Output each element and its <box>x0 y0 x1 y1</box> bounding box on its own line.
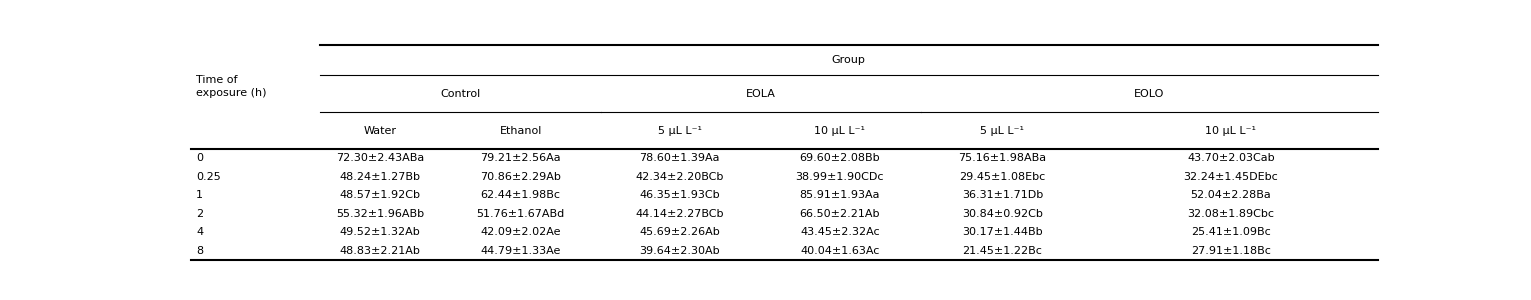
Text: 42.09±2.02Ae: 42.09±2.02Ae <box>481 227 560 237</box>
Text: 62.44±1.98Bc: 62.44±1.98Bc <box>481 190 560 200</box>
Text: 45.69±2.26Ab: 45.69±2.26Ab <box>640 227 720 237</box>
Text: Time of
exposure (h): Time of exposure (h) <box>196 75 266 98</box>
Text: 69.60±2.08Bb: 69.60±2.08Bb <box>799 153 880 164</box>
Text: 49.52±1.32Ab: 49.52±1.32Ab <box>340 227 421 237</box>
Text: 2: 2 <box>196 209 204 219</box>
Text: 46.35±1.93Cb: 46.35±1.93Cb <box>640 190 720 200</box>
Text: 0: 0 <box>196 153 204 164</box>
Text: 52.04±2.28Ba: 52.04±2.28Ba <box>1191 190 1271 200</box>
Text: 85.91±1.93Aa: 85.91±1.93Aa <box>799 190 880 200</box>
Text: 43.45±2.32Ac: 43.45±2.32Ac <box>801 227 880 237</box>
Text: 29.45±1.08Ebc: 29.45±1.08Ebc <box>960 172 1046 182</box>
Text: 51.76±1.67ABd: 51.76±1.67ABd <box>476 209 565 219</box>
Text: 30.17±1.44Bb: 30.17±1.44Bb <box>961 227 1043 237</box>
Text: 5 μL L⁻¹: 5 μL L⁻¹ <box>658 126 701 136</box>
Text: 32.08±1.89Cbc: 32.08±1.89Cbc <box>1187 209 1274 219</box>
Text: 55.32±1.96ABb: 55.32±1.96ABb <box>335 209 424 219</box>
Text: 43.70±2.03Cab: 43.70±2.03Cab <box>1187 153 1275 164</box>
Text: Control: Control <box>439 89 481 99</box>
Text: 8: 8 <box>196 246 204 256</box>
Text: 48.83±2.21Ab: 48.83±2.21Ab <box>340 246 421 256</box>
Text: 1: 1 <box>196 190 204 200</box>
Text: EOLA: EOLA <box>746 89 776 99</box>
Text: 44.14±2.27BCb: 44.14±2.27BCb <box>635 209 724 219</box>
Text: 0.25: 0.25 <box>196 172 220 182</box>
Text: 42.34±2.20BCb: 42.34±2.20BCb <box>635 172 724 182</box>
Text: 10 μL L⁻¹: 10 μL L⁻¹ <box>1205 126 1257 136</box>
Text: 72.30±2.43ABa: 72.30±2.43ABa <box>335 153 424 164</box>
Text: 10 μL L⁻¹: 10 μL L⁻¹ <box>814 126 865 136</box>
Text: 78.60±1.39Aa: 78.60±1.39Aa <box>640 153 720 164</box>
Text: 44.79±1.33Ae: 44.79±1.33Ae <box>481 246 560 256</box>
Text: 30.84±0.92Cb: 30.84±0.92Cb <box>961 209 1043 219</box>
Text: 48.57±1.92Cb: 48.57±1.92Cb <box>340 190 421 200</box>
Text: 48.24±1.27Bb: 48.24±1.27Bb <box>340 172 421 182</box>
Text: 25.41±1.09Bc: 25.41±1.09Bc <box>1191 227 1271 237</box>
Text: Water: Water <box>363 126 397 136</box>
Text: 39.64±2.30Ab: 39.64±2.30Ab <box>640 246 720 256</box>
Text: 36.31±1.71Db: 36.31±1.71Db <box>961 190 1043 200</box>
Text: Ethanol: Ethanol <box>499 126 542 136</box>
Text: 79.21±2.56Aa: 79.21±2.56Aa <box>481 153 560 164</box>
Text: 38.99±1.90CDc: 38.99±1.90CDc <box>796 172 883 182</box>
Text: 27.91±1.18Bc: 27.91±1.18Bc <box>1191 246 1271 256</box>
Text: 21.45±1.22Bc: 21.45±1.22Bc <box>963 246 1043 256</box>
Text: EOLO: EOLO <box>1134 89 1165 99</box>
Text: 4: 4 <box>196 227 204 237</box>
Text: 66.50±2.21Ab: 66.50±2.21Ab <box>799 209 880 219</box>
Text: Group: Group <box>831 55 865 65</box>
Text: 75.16±1.98ABa: 75.16±1.98ABa <box>958 153 1046 164</box>
Text: 40.04±1.63Ac: 40.04±1.63Ac <box>801 246 879 256</box>
Text: 32.24±1.45DEbc: 32.24±1.45DEbc <box>1183 172 1278 182</box>
Text: 5 μL L⁻¹: 5 μL L⁻¹ <box>980 126 1024 136</box>
Text: 70.86±2.29Ab: 70.86±2.29Ab <box>481 172 560 182</box>
